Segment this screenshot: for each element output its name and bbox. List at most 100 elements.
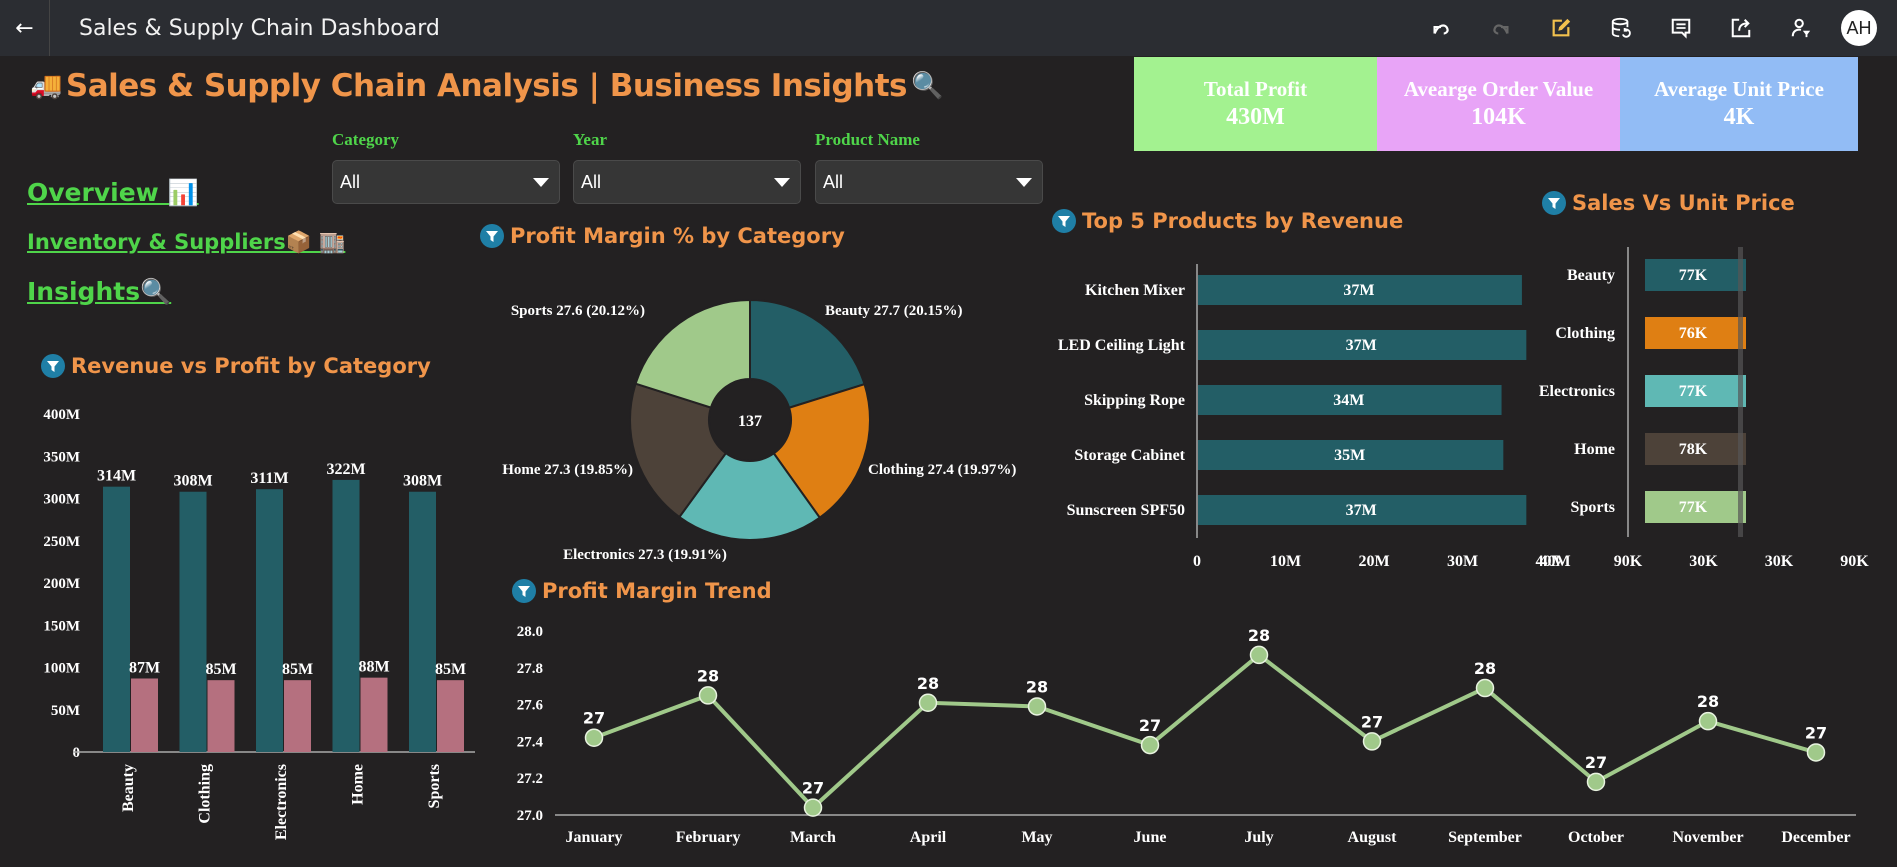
caret-down-icon xyxy=(1016,177,1032,187)
filter-funnel-icon[interactable] xyxy=(1542,191,1566,215)
point-data-label: 27 xyxy=(1585,753,1607,772)
pie-slice-beauty xyxy=(749,298,866,410)
x-tick-label: 0 xyxy=(1193,553,1201,570)
bar-data-label: 37M xyxy=(1343,282,1374,299)
trend-line xyxy=(593,652,1817,811)
nav-link-insights[interactable]: Insights🔍 xyxy=(27,277,172,306)
pie-slice-label: Clothing 27.4 (19.97%) xyxy=(868,462,1016,478)
page-heading-text: Sales & Supply Chain Analysis | Business… xyxy=(65,68,908,104)
profit-bar xyxy=(131,678,158,752)
app-title: Sales & Supply Chain Dashboard xyxy=(79,15,440,41)
pie-slice-sports xyxy=(634,298,751,409)
product-revenue-bar xyxy=(1198,440,1504,470)
x-tick-label: 90K xyxy=(1840,553,1869,570)
x-month-label: October xyxy=(1568,829,1624,846)
product-revenue-bar xyxy=(1198,385,1502,415)
comment-icon xyxy=(1671,18,1691,39)
profit-bar xyxy=(437,680,464,752)
profit-bar xyxy=(360,677,388,752)
nav-link-overview[interactable]: Overview 📊 xyxy=(27,178,199,207)
y-tick-label: 400M xyxy=(43,407,80,423)
category-select[interactable]: All xyxy=(332,160,560,204)
filter-label: Category xyxy=(332,130,400,149)
user-avatar[interactable]: AH xyxy=(1841,10,1877,46)
point-data-label: 27 xyxy=(1361,712,1383,731)
x-category-label: Electronics xyxy=(273,764,290,840)
kpi-value: 430M xyxy=(1226,104,1285,130)
bar-data-label: 76K xyxy=(1679,325,1708,342)
y-tick-label: 27.2 xyxy=(517,771,543,787)
x-month-label: May xyxy=(1021,829,1052,846)
x-month-label: June xyxy=(1134,829,1167,846)
filter-funnel-icon[interactable] xyxy=(512,579,536,603)
page-heading: 🚚 Sales & Supply Chain Analysis | Busine… xyxy=(30,68,943,104)
x-month-label: March xyxy=(790,829,836,846)
point-data-label: 28 xyxy=(697,666,719,685)
point-data-label: 28 xyxy=(917,674,939,693)
pie-slice-label: Electronics 27.3 (19.91%) xyxy=(563,547,727,563)
revenue-bar xyxy=(332,479,360,752)
profit-bar xyxy=(207,680,235,752)
revenue-data-label: 311M xyxy=(250,470,288,487)
y-tick-label: 250M xyxy=(43,534,80,550)
x-month-label: July xyxy=(1244,829,1273,846)
revenue-data-label: 308M xyxy=(403,473,442,490)
y-category-label: Home xyxy=(1574,441,1615,458)
nav-insights: Insights🔍 xyxy=(27,277,171,307)
x-month-label: December xyxy=(1781,829,1850,846)
select-value: All xyxy=(823,171,844,192)
nav-link-inventory-suppliers[interactable]: Inventory & Suppliers📦 🏬 xyxy=(27,230,346,254)
x-month-label: August xyxy=(1348,829,1398,846)
x-tick-label: 10M xyxy=(1270,553,1301,570)
x-tick-label: 40M xyxy=(1539,553,1570,570)
edit-button[interactable] xyxy=(1531,0,1591,56)
profit-data-label: 88M xyxy=(358,659,389,676)
filter-funnel-icon[interactable] xyxy=(1052,209,1076,233)
year-select[interactable]: All xyxy=(573,160,801,204)
filter-funnel-icon[interactable] xyxy=(41,354,65,378)
database-refresh-icon xyxy=(1611,17,1631,38)
top-bar: ← Sales & Supply Chain Dashboard AH xyxy=(0,0,1897,56)
filter-funnel-icon[interactable] xyxy=(480,224,504,248)
y-tick-label: 28.0 xyxy=(517,624,543,640)
point-data-label: 27 xyxy=(802,779,824,798)
x-tick-label: 30K xyxy=(1689,553,1718,570)
product-name-select[interactable]: All xyxy=(815,160,1043,204)
sales-unit-price-chart: Beauty 77K Clothing 76K Electronics 77K Home 78… xyxy=(1539,247,1869,570)
x-category-label: Clothing xyxy=(197,764,214,824)
edit-icon xyxy=(1552,18,1571,37)
pie-slice-label: Sports 27.6 (20.12%) xyxy=(511,303,645,319)
profit-margin-pie-chart: Beauty 27.7 (20.15%) Clothing 27.4 (19.97… xyxy=(502,298,1016,563)
y-tick-label: 50M xyxy=(51,703,80,719)
bar-data-label: 78K xyxy=(1679,441,1708,458)
unit-price-bar xyxy=(1645,259,1746,291)
user-filter-button[interactable] xyxy=(1771,0,1831,56)
filter-product-name: Product Name All xyxy=(815,130,1043,204)
x-category-label: Sports xyxy=(426,764,443,808)
y-tick-label: 27.6 xyxy=(517,698,544,714)
point-data-label: 28 xyxy=(1026,677,1048,696)
x-month-label: April xyxy=(910,829,947,846)
chart-title-revenue-profit: Revenue vs Profit by Category xyxy=(41,354,431,378)
x-month-label: November xyxy=(1672,829,1743,846)
revenue-bar xyxy=(256,489,283,752)
chart-title-text: Sales Vs Unit Price xyxy=(1572,191,1795,215)
bar-data-label: 37M xyxy=(1346,502,1377,519)
undo-button[interactable] xyxy=(1411,0,1471,56)
revenue-data-label: 314M xyxy=(97,468,136,485)
trend-point xyxy=(1249,645,1269,665)
redo-button[interactable] xyxy=(1471,0,1531,56)
trend-point xyxy=(1586,772,1606,792)
revenue-bar xyxy=(179,491,207,752)
share-button[interactable] xyxy=(1711,0,1771,56)
x-tick-label: 20M xyxy=(1358,553,1389,570)
point-data-label: 27 xyxy=(1805,723,1827,742)
comment-button[interactable] xyxy=(1651,0,1711,56)
nav-inventory: Inventory & Suppliers📦 🏬 xyxy=(27,230,345,255)
data-refresh-button[interactable] xyxy=(1591,0,1651,56)
kpi-label: Total Profit xyxy=(1203,77,1308,101)
revenue-data-label: 308M xyxy=(173,473,212,490)
back-button[interactable]: ← xyxy=(0,0,50,56)
chart-title-text: Revenue vs Profit by Category xyxy=(71,354,431,378)
trend-point xyxy=(1027,697,1047,716)
